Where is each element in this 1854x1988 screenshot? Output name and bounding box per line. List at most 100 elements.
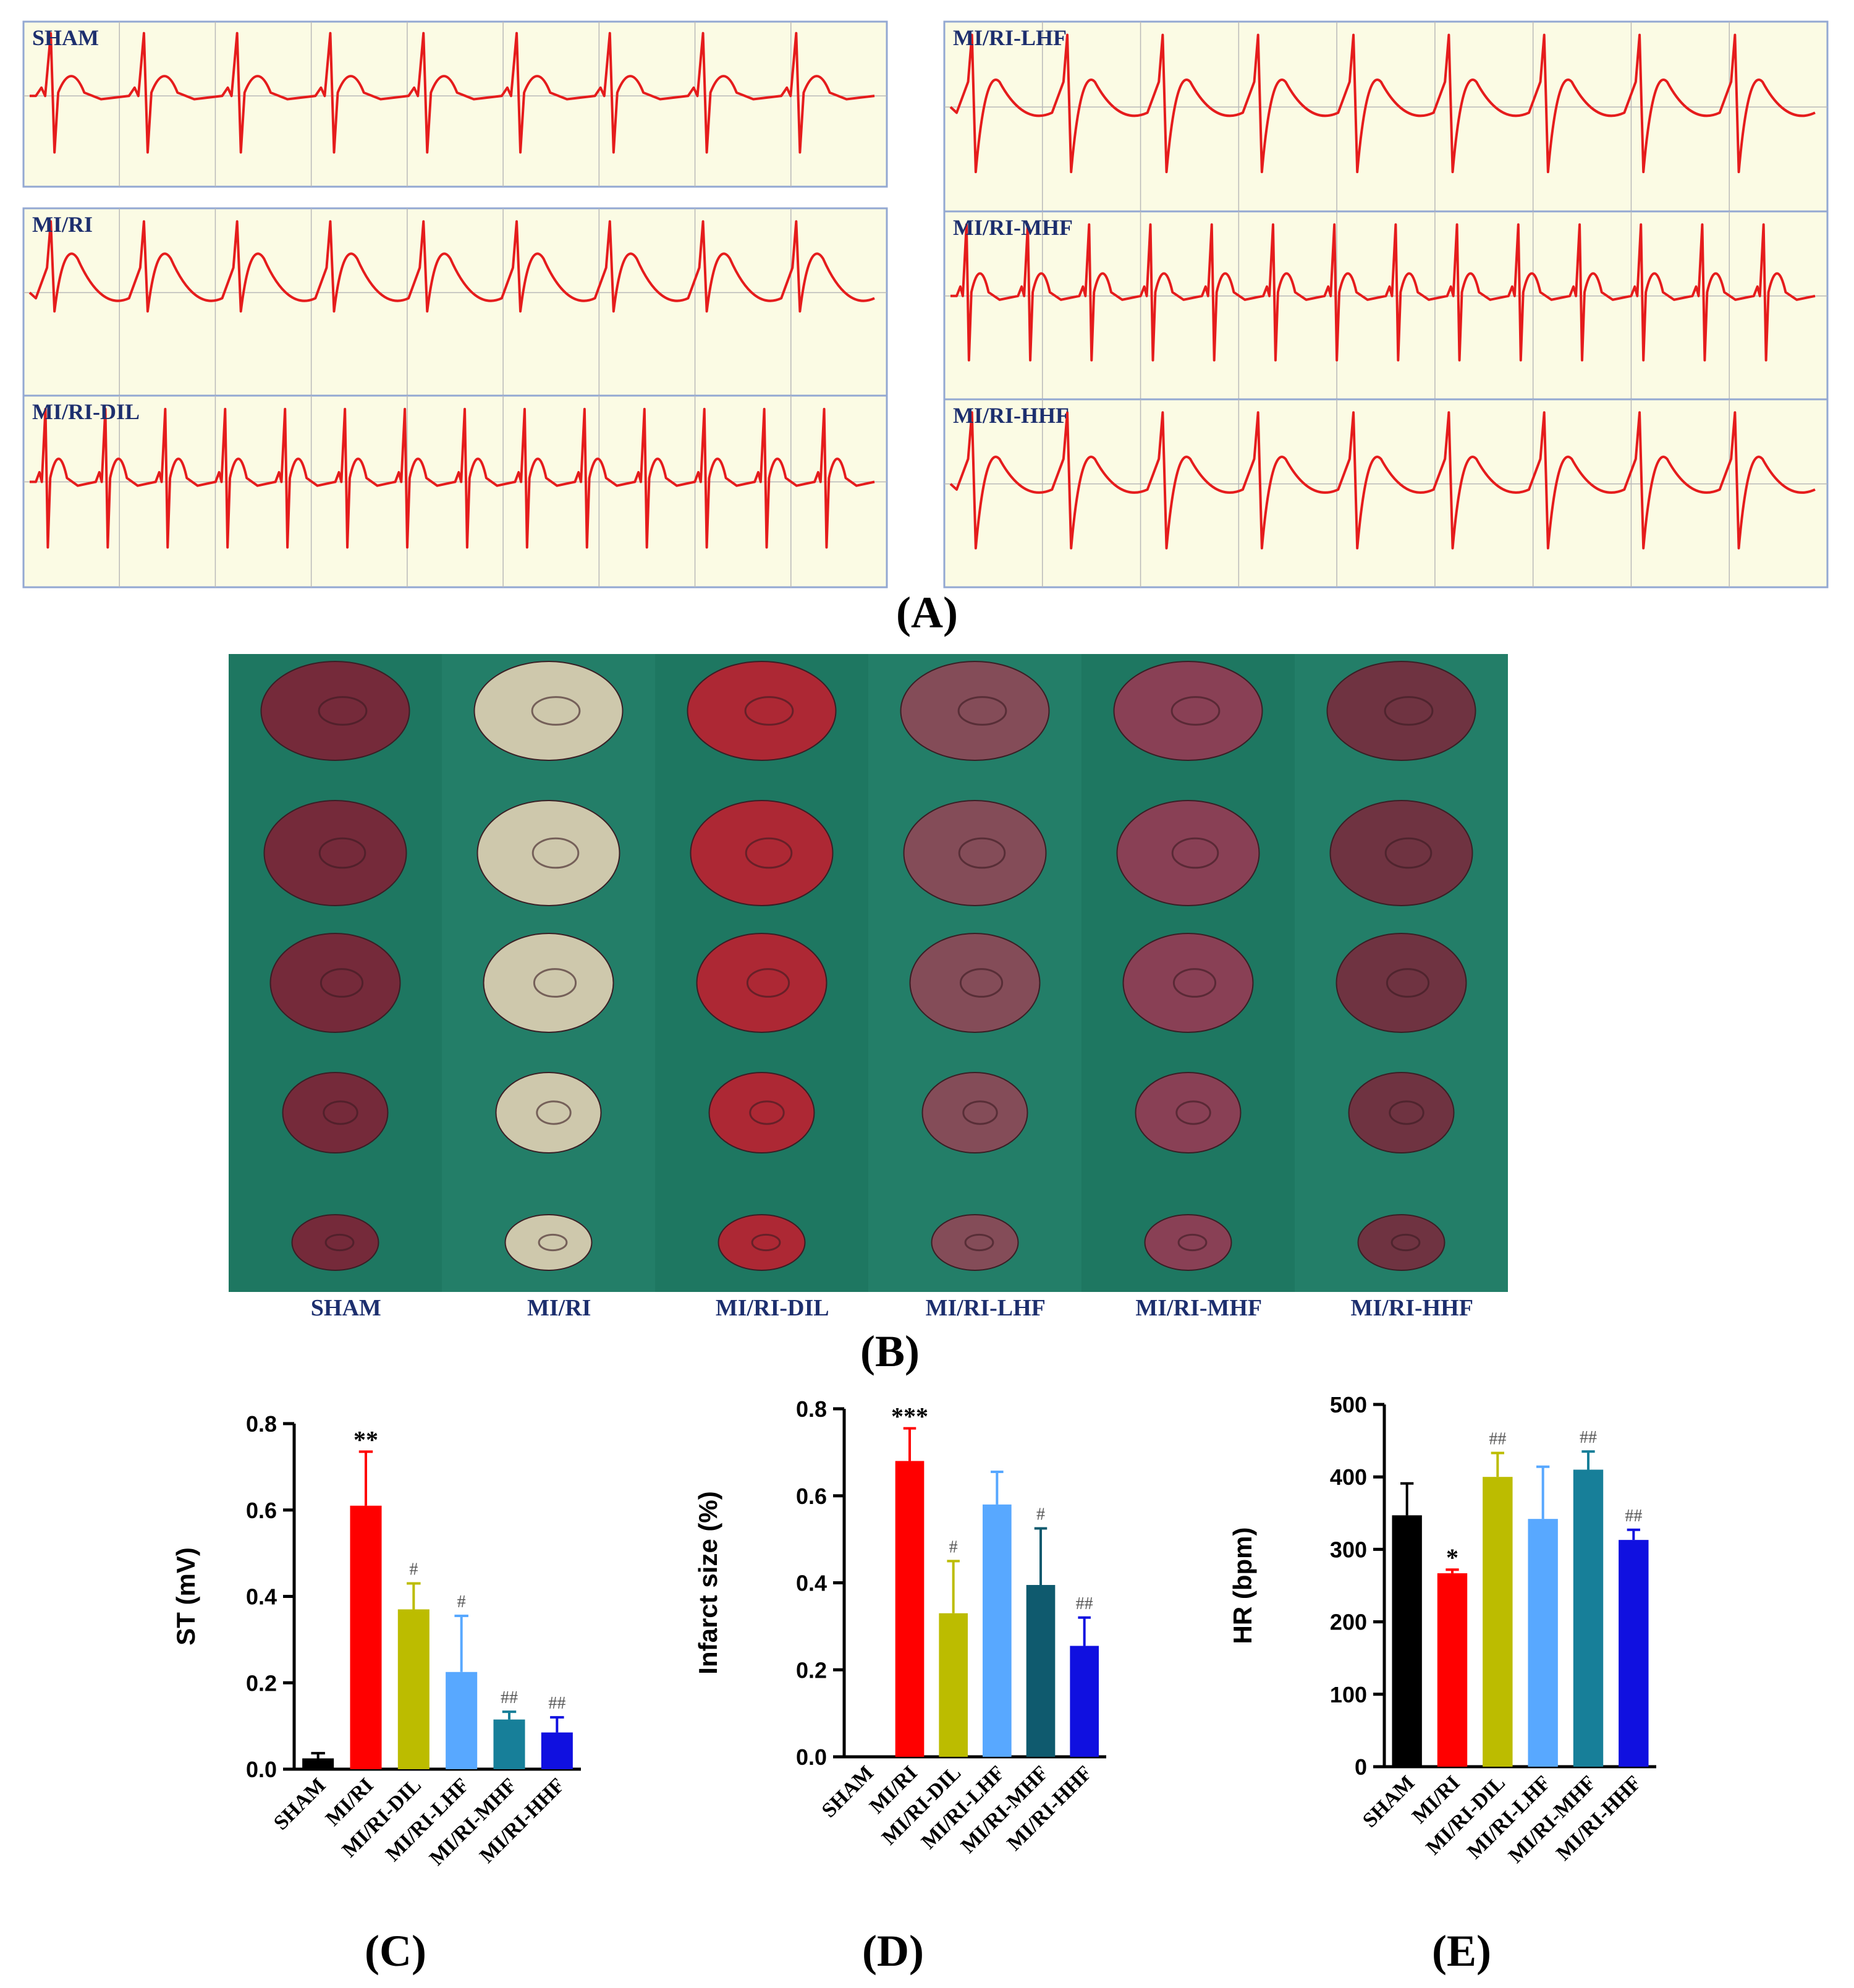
heart-slice	[1348, 1072, 1455, 1153]
ecg-strip: MI/RI	[22, 207, 888, 397]
heart-group-label: SHAM	[311, 1295, 381, 1321]
significance-mark: ##	[1489, 1430, 1506, 1449]
significance-mark: ***	[891, 1403, 928, 1430]
heart-slice-lumen	[533, 968, 577, 998]
y-tick-label: 0.0	[246, 1757, 277, 1782]
ecg-trace	[949, 411, 1816, 550]
panel-label-e: (E)	[1432, 1926, 1491, 1976]
heart-slice	[1335, 933, 1467, 1033]
ecg-strip-label: MI/RI-HHF	[953, 403, 1069, 428]
ecg-trace	[30, 407, 875, 549]
ecg-strip-label: MI/RI-MHF	[953, 215, 1073, 240]
heart-slice-lumen	[746, 968, 790, 998]
heart-slice-lumen	[1384, 696, 1434, 726]
significance-mark: ##	[548, 1694, 565, 1713]
heart-slice	[483, 933, 614, 1033]
ecg-strip-label: SHAM	[32, 25, 99, 50]
heart-slice	[260, 661, 410, 761]
heart-slice	[931, 1214, 1019, 1271]
heart-slice-lumen	[1172, 968, 1217, 998]
heart-group-label: MI/RI	[527, 1295, 591, 1321]
y-tick-label: 0.8	[246, 1411, 277, 1437]
significance-mark: #	[949, 1537, 958, 1557]
ecg-strip: MI/RI-DIL	[22, 394, 888, 588]
y-tick-label: 0.4	[246, 1584, 277, 1610]
heart-slice	[504, 1214, 593, 1271]
bar	[1483, 1477, 1513, 1767]
heart-slice-lumen	[962, 1100, 998, 1125]
y-tick-label: 0	[1355, 1754, 1367, 1780]
y-tick-label: 0.4	[796, 1571, 827, 1596]
heart-slice	[1326, 661, 1476, 761]
heart-slice-lumen	[957, 696, 1007, 726]
bar	[1573, 1469, 1604, 1767]
heart-slice-lumen	[1175, 1100, 1211, 1125]
bar	[983, 1504, 1012, 1757]
heart-slice	[476, 800, 620, 906]
heart-slice	[263, 800, 407, 906]
bar	[1070, 1646, 1099, 1757]
heart-slice-lumen	[320, 968, 364, 998]
heart-slice	[1329, 800, 1473, 906]
panel-label-a: (A)	[896, 588, 958, 637]
ecg-strip-background	[943, 20, 1829, 213]
bar	[1026, 1585, 1056, 1757]
heart-slice-lumen	[531, 837, 580, 869]
y-axis-label: Infarct size (%)	[693, 1491, 722, 1674]
significance-mark: *	[1446, 1544, 1458, 1571]
ecg-strip-background	[943, 210, 1829, 401]
bar	[541, 1732, 573, 1769]
y-tick-label: 0.6	[246, 1498, 277, 1523]
heart-slice-lumen	[318, 837, 366, 869]
ecg-trace	[28, 220, 875, 313]
heart-slice-lumen	[1177, 1233, 1208, 1252]
ecg-trace	[30, 32, 875, 154]
y-tick-label: 0.6	[796, 1484, 827, 1509]
heart-slice	[921, 1072, 1028, 1153]
y-tick-label: 200	[1330, 1610, 1367, 1635]
bar	[302, 1758, 334, 1769]
heart-slice-lumen	[959, 968, 1004, 998]
significance-mark: #	[457, 1592, 466, 1612]
significance-mark: #	[409, 1560, 418, 1579]
ecg-trace	[950, 223, 1816, 362]
heart-slice-lumen	[1171, 837, 1219, 869]
ecg-strip: MI/RI-LHF	[943, 20, 1829, 213]
heart-slice-lumen	[536, 1100, 572, 1125]
category-label: SHAM	[269, 1773, 330, 1834]
bar	[446, 1672, 478, 1769]
y-tick-label: 0.8	[796, 1396, 827, 1422]
significance-mark: **	[353, 1425, 378, 1453]
heart-slice-lumen	[1390, 1233, 1421, 1252]
y-axis-label: HR (bpm)	[1228, 1527, 1257, 1644]
bar	[1619, 1540, 1649, 1767]
bar	[493, 1719, 525, 1769]
heart-slice-lumen	[1386, 968, 1430, 998]
heart-slice	[495, 1072, 602, 1153]
ecg-strip-label: MI/RI-LHF	[953, 25, 1067, 50]
heart-slice-lumen	[964, 1233, 994, 1252]
heart-group-label: MI/RI-MHF	[1135, 1295, 1262, 1321]
heart-slice	[1357, 1214, 1446, 1271]
st-bar-chart: 0.00.20.40.60.8ST (mV)SHAM**MI/RI#MI/RI-…	[171, 1411, 581, 1870]
heart-slice	[1116, 800, 1260, 906]
heart-slice	[687, 661, 837, 761]
heart-group-label: MI/RI-DIL	[716, 1295, 829, 1321]
heart-slice-lumen	[1389, 1100, 1424, 1125]
heart-slice-lumen	[318, 696, 368, 726]
ecg-strip-background	[22, 20, 888, 188]
y-tick-label: 0.0	[796, 1744, 827, 1770]
bar	[350, 1505, 382, 1769]
y-tick-label: 500	[1330, 1392, 1367, 1417]
ecg-strip: MI/RI-HHF	[943, 398, 1829, 588]
heart-slice	[690, 800, 834, 906]
y-tick-label: 0.2	[796, 1657, 827, 1683]
heart-slice-lumen	[958, 837, 1006, 869]
heart-slice	[291, 1214, 379, 1271]
heart-slice-lumen	[749, 1100, 785, 1125]
significance-mark: ##	[501, 1688, 518, 1707]
bar	[1392, 1515, 1422, 1767]
ecg-strip-background	[22, 394, 888, 588]
bar	[939, 1613, 968, 1757]
